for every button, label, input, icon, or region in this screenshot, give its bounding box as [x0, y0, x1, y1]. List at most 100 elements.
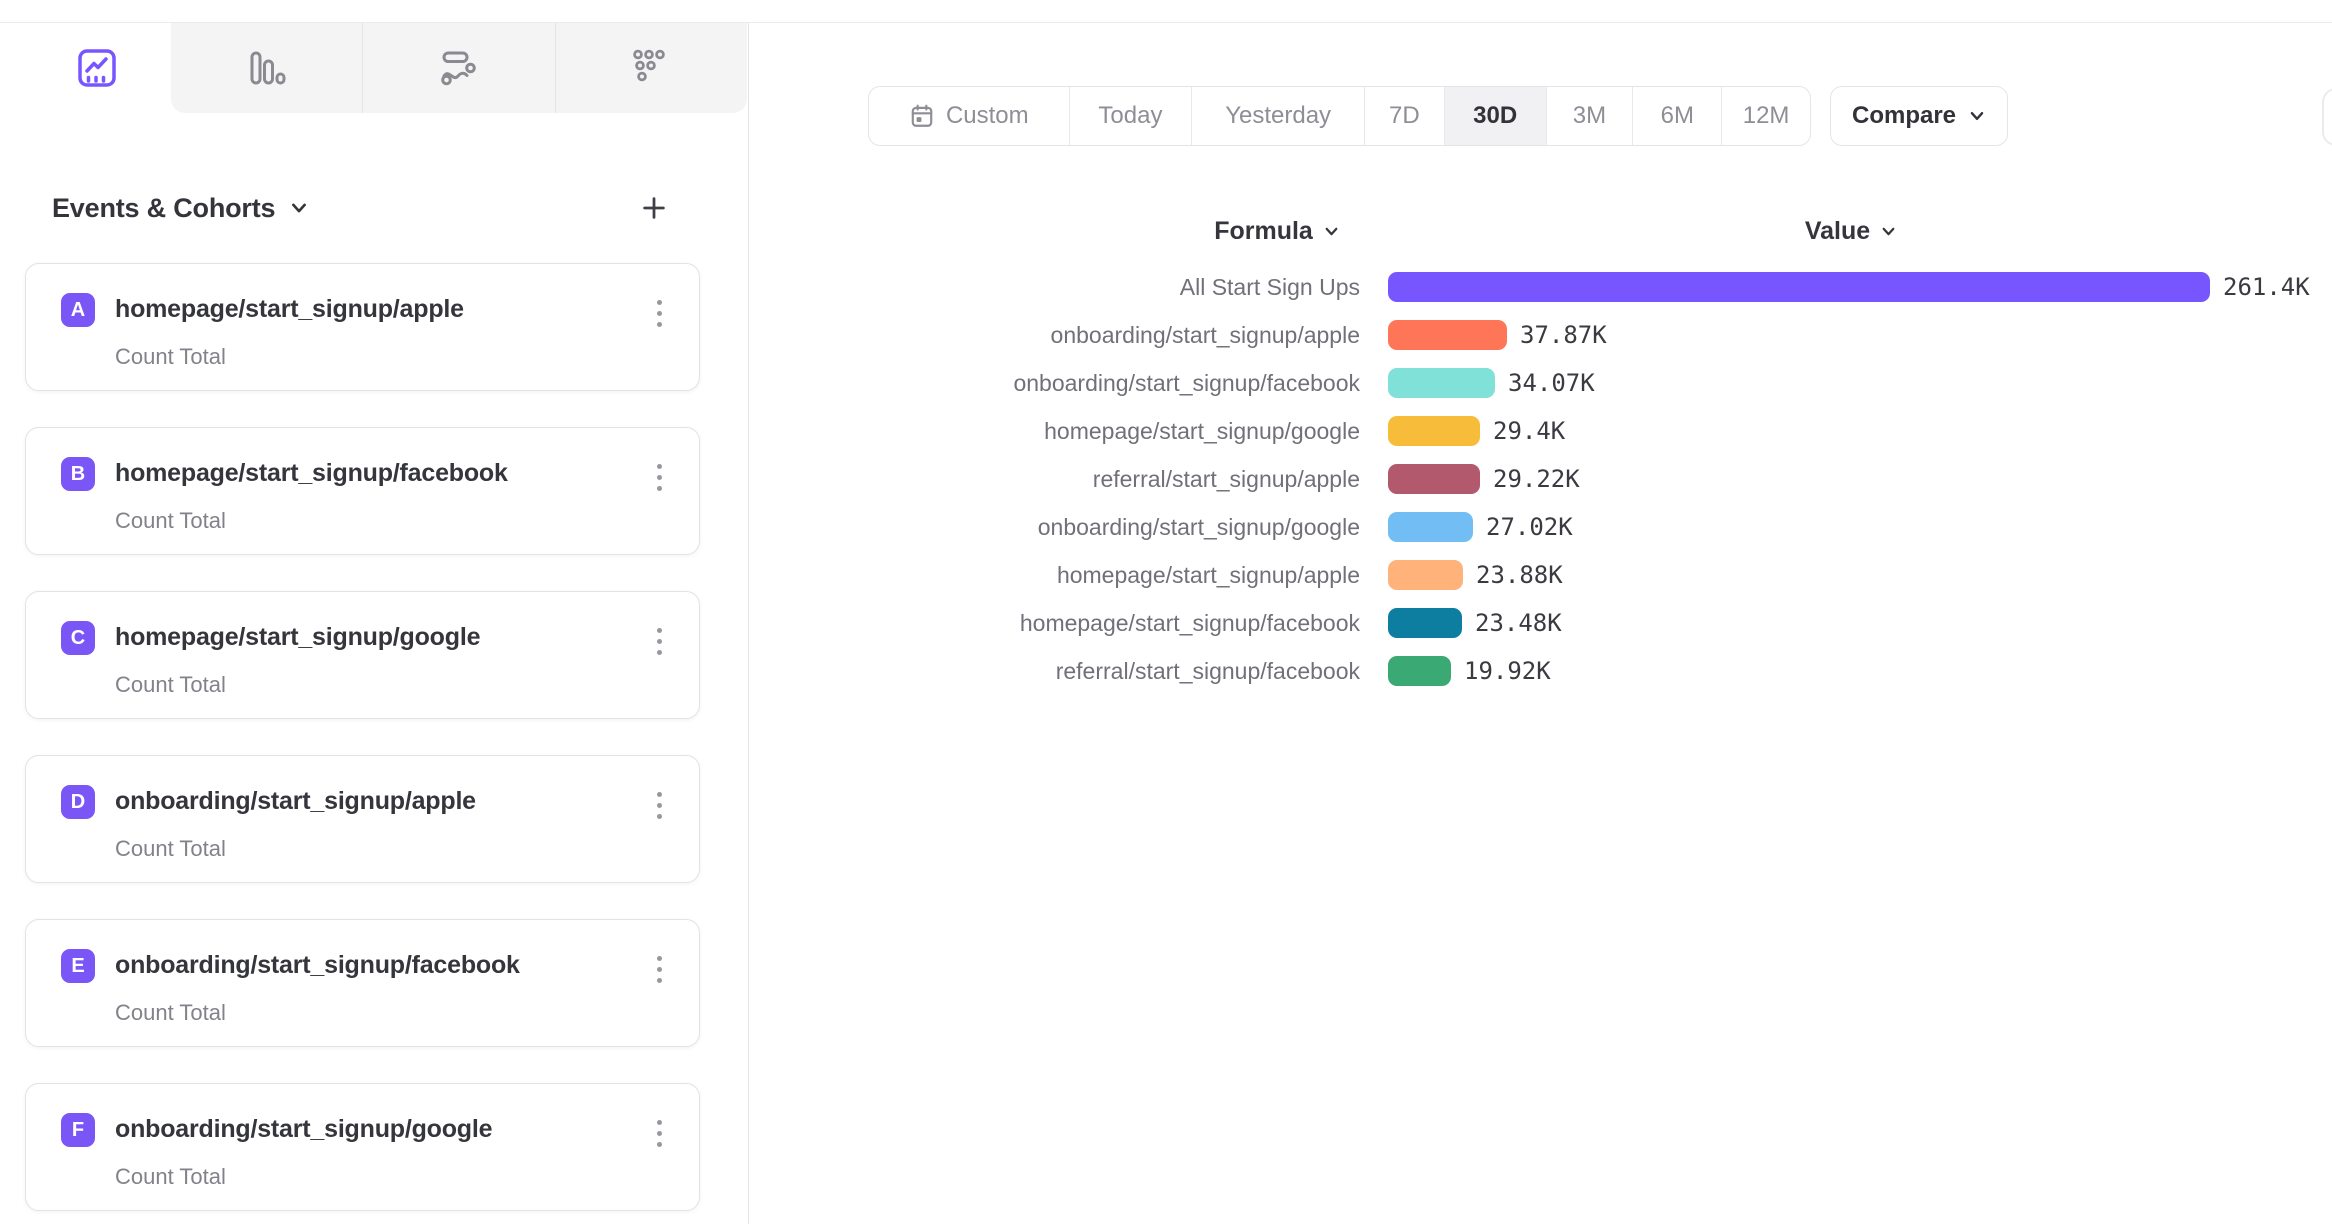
- kebab-menu-icon[interactable]: [645, 300, 673, 356]
- chart-value: 37.87K: [1520, 321, 1607, 349]
- chart-bar[interactable]: [1388, 368, 1495, 398]
- chart-row: onboarding/start_signup/facebook 34.07K: [750, 359, 2332, 407]
- sidebar: Events & Cohorts A homepage/start_signup…: [0, 23, 749, 1224]
- event-name: onboarding/start_signup/apple: [115, 787, 476, 815]
- chart-row: onboarding/start_signup/google 27.02K: [750, 503, 2332, 551]
- chart-row-label: onboarding/start_signup/google: [1037, 513, 1360, 540]
- tab-insights[interactable]: [22, 23, 171, 113]
- chart-row-label: referral/start_signup/facebook: [1055, 657, 1360, 684]
- formula-header[interactable]: Formula: [1157, 211, 1397, 251]
- event-letter-badge: A: [61, 293, 95, 327]
- chart-row-label: homepage/start_signup/google: [1044, 417, 1360, 444]
- date-range-control: Custom Today Yesterday 7D 30D 3M 6M 12M: [868, 86, 1811, 146]
- chevron-down-icon: [1970, 112, 1984, 120]
- chart-row: homepage/start_signup/apple 23.88K: [750, 551, 2332, 599]
- chevron-down-icon: [1882, 227, 1895, 235]
- chart-bar[interactable]: [1388, 464, 1480, 494]
- funnel-dots-icon: [633, 49, 666, 82]
- event-card[interactable]: D onboarding/start_signup/apple Count To…: [25, 755, 700, 883]
- top-divider: [0, 22, 2332, 23]
- compare-label: Compare: [1851, 102, 1957, 129]
- chart-bar[interactable]: [1388, 656, 1451, 686]
- chart-bar[interactable]: [1388, 608, 1462, 638]
- chart-row: referral/start_signup/facebook 19.92K: [750, 647, 2332, 695]
- chart-row-label: All Start Sign Ups: [1179, 273, 1360, 300]
- date-range-yesterday[interactable]: Yesterday: [1191, 87, 1364, 145]
- chart-bar[interactable]: [1388, 512, 1473, 542]
- add-event-button[interactable]: [632, 186, 676, 230]
- chart-row-label: homepage/start_signup/apple: [1056, 561, 1360, 588]
- report-content: Custom Today Yesterday 7D 30D 3M 6M 12M …: [750, 23, 2332, 1224]
- tab-funnel[interactable]: [554, 23, 747, 113]
- event-card[interactable]: F onboarding/start_signup/google Count T…: [25, 1083, 700, 1211]
- chart-type-tabstrip: [171, 23, 747, 113]
- event-metric-dropdown[interactable]: Count Total: [115, 344, 226, 369]
- cut-off-button[interactable]: [2322, 88, 2332, 146]
- chart-value: 29.22K: [1493, 465, 1580, 493]
- kebab-menu-icon[interactable]: [645, 1120, 673, 1176]
- event-card[interactable]: B homepage/start_signup/facebook Count T…: [25, 427, 700, 555]
- kebab-menu-icon[interactable]: [645, 792, 673, 848]
- chart-row: referral/start_signup/apple 29.22K: [750, 455, 2332, 503]
- date-range-7d[interactable]: 7D: [1363, 87, 1444, 145]
- chart-value: 27.02K: [1486, 513, 1573, 541]
- chart-row-label: homepage/start_signup/facebook: [1019, 609, 1360, 636]
- plus-icon: [643, 197, 665, 219]
- value-header[interactable]: Value: [1731, 211, 1971, 251]
- chart-row-label: onboarding/start_signup/apple: [1050, 321, 1360, 348]
- chart-bar[interactable]: [1388, 560, 1463, 590]
- event-name: homepage/start_signup/apple: [115, 295, 464, 323]
- event-metric-dropdown[interactable]: Count Total: [115, 672, 226, 697]
- chart-type-tabbar: [0, 23, 748, 113]
- event-metric-dropdown[interactable]: Count Total: [115, 508, 226, 533]
- kebab-menu-icon[interactable]: [645, 464, 673, 520]
- chart-bar[interactable]: [1388, 416, 1480, 446]
- tab-bar-chart[interactable]: [171, 23, 362, 113]
- chart-bar[interactable]: [1388, 272, 2210, 302]
- chart-value: 23.48K: [1475, 609, 1562, 637]
- kebab-menu-icon[interactable]: [645, 956, 673, 1012]
- flows-icon: [441, 51, 476, 86]
- chart-row: homepage/start_signup/google 29.4K: [750, 407, 2332, 455]
- event-name: homepage/start_signup/facebook: [115, 459, 508, 487]
- chart-row: homepage/start_signup/facebook 23.48K: [750, 599, 2332, 647]
- chart-value: 34.07K: [1508, 369, 1595, 397]
- insights-line-chart-icon: [77, 49, 116, 87]
- date-range-6m[interactable]: 6M: [1632, 87, 1721, 145]
- event-letter-badge: E: [61, 949, 95, 983]
- event-card[interactable]: A homepage/start_signup/apple Count Tota…: [25, 263, 700, 391]
- chart-value: 261.4K: [2223, 273, 2310, 301]
- event-name: onboarding/start_signup/google: [115, 1115, 493, 1143]
- event-card[interactable]: E onboarding/start_signup/facebook Count…: [25, 919, 700, 1047]
- event-letter-badge: B: [61, 457, 95, 491]
- compare-button[interactable]: Compare: [1830, 86, 2008, 146]
- calendar-icon: [911, 104, 933, 127]
- events-cohorts-dropdown[interactable]: Events & Cohorts: [52, 193, 309, 224]
- chart-row-label: referral/start_signup/apple: [1092, 465, 1360, 492]
- chart-value: 19.92K: [1464, 657, 1551, 685]
- chart-row: All Start Sign Ups 261.4K: [750, 263, 2332, 311]
- chevron-down-icon: [1325, 227, 1338, 235]
- tab-flows[interactable]: [362, 23, 554, 113]
- event-card[interactable]: C homepage/start_signup/google Count Tot…: [25, 591, 700, 719]
- event-metric-dropdown[interactable]: Count Total: [115, 1164, 226, 1189]
- bar-chart-icon: [250, 51, 286, 85]
- events-cohorts-label: Events & Cohorts: [52, 192, 276, 223]
- event-name: homepage/start_signup/google: [115, 623, 481, 651]
- event-metric-dropdown[interactable]: Count Total: [115, 1000, 226, 1025]
- date-range-12m[interactable]: 12M: [1721, 87, 1810, 145]
- chart-value: 29.4K: [1493, 417, 1566, 445]
- date-range-custom[interactable]: Custom: [869, 87, 1069, 145]
- horizontal-bar-chart: All Start Sign Ups 261.4K onboarding/sta…: [750, 263, 2332, 695]
- kebab-menu-icon[interactable]: [645, 628, 673, 684]
- chevron-down-icon: [292, 203, 307, 213]
- date-range-30d[interactable]: 30D: [1443, 87, 1546, 145]
- date-range-today[interactable]: Today: [1068, 87, 1192, 145]
- event-letter-badge: D: [61, 785, 95, 819]
- column-headers: Formula Value: [750, 211, 2332, 251]
- date-range-3m[interactable]: 3M: [1545, 87, 1633, 145]
- event-metric-dropdown[interactable]: Count Total: [115, 836, 226, 861]
- chart-bar[interactable]: [1388, 320, 1507, 350]
- chart-row-label: onboarding/start_signup/facebook: [1013, 369, 1360, 396]
